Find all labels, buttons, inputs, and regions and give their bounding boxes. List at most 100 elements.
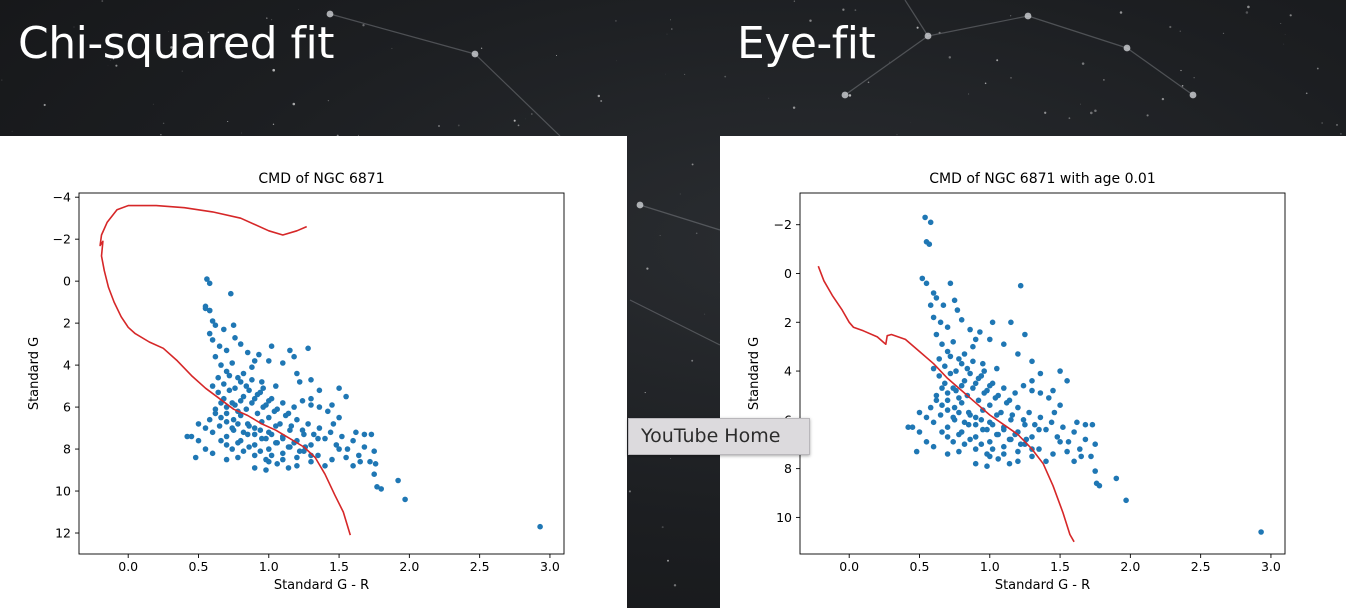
x-tick-label: 1.0 xyxy=(980,559,1000,574)
data-point xyxy=(1006,397,1013,404)
star xyxy=(1180,69,1182,72)
bright-star xyxy=(841,91,849,99)
data-point xyxy=(981,368,987,374)
data-point xyxy=(209,337,216,343)
data-point xyxy=(228,290,234,297)
data-point xyxy=(1046,395,1052,401)
star xyxy=(1169,25,1172,29)
data-point xyxy=(1020,382,1027,389)
data-point xyxy=(1029,453,1035,460)
data-point xyxy=(257,427,264,434)
data-point xyxy=(944,324,951,330)
data-point xyxy=(998,409,1004,416)
data-point xyxy=(1064,448,1070,455)
constellation-line xyxy=(474,53,561,137)
star xyxy=(1161,97,1165,101)
data-point xyxy=(947,280,954,287)
data-point xyxy=(989,421,996,428)
data-point xyxy=(240,448,247,455)
data-point xyxy=(958,360,965,367)
star xyxy=(1094,109,1097,112)
plot-frame xyxy=(799,192,1286,555)
bright-star xyxy=(1189,91,1197,99)
data-point xyxy=(970,358,976,365)
star xyxy=(271,19,273,21)
data-point xyxy=(950,414,956,421)
star xyxy=(679,193,681,195)
data-point xyxy=(905,424,911,431)
data-point xyxy=(995,431,1001,438)
data-point xyxy=(987,402,993,409)
data-point xyxy=(246,423,252,429)
data-point xyxy=(395,477,401,484)
data-point xyxy=(223,433,230,440)
data-point xyxy=(944,434,951,440)
star xyxy=(768,97,770,99)
data-point xyxy=(1022,331,1028,338)
star xyxy=(327,99,330,102)
star xyxy=(616,60,617,62)
data-point xyxy=(937,412,944,418)
data-point xyxy=(1001,385,1007,391)
data-point xyxy=(939,341,945,347)
data-point xyxy=(967,436,973,443)
data-point xyxy=(330,421,337,427)
data-point xyxy=(212,322,219,328)
data-point xyxy=(367,458,373,465)
data-point xyxy=(336,414,342,421)
data-point xyxy=(1006,436,1013,443)
x-tick-label: 2.5 xyxy=(470,559,490,574)
data-point xyxy=(232,385,238,391)
data-point xyxy=(316,425,323,431)
data-point xyxy=(989,319,996,326)
data-point xyxy=(930,419,937,426)
data-point xyxy=(1123,497,1129,504)
star xyxy=(842,8,845,11)
data-point xyxy=(209,383,216,389)
data-point xyxy=(206,280,213,287)
constellation-line xyxy=(844,35,929,96)
data-point xyxy=(930,365,937,372)
data-point xyxy=(251,452,258,459)
data-point xyxy=(299,398,306,404)
data-point xyxy=(294,416,300,423)
data-point xyxy=(995,392,1001,399)
y-tick-label: 4 xyxy=(784,364,792,379)
x-tick-label: 0.5 xyxy=(910,559,930,574)
data-point xyxy=(939,385,945,391)
star xyxy=(1321,122,1323,124)
data-point xyxy=(916,429,923,435)
data-point xyxy=(374,484,380,490)
bright-star xyxy=(326,10,334,18)
data-point xyxy=(371,448,378,455)
data-point xyxy=(1060,424,1066,431)
star xyxy=(241,132,242,134)
data-point xyxy=(204,276,210,282)
star xyxy=(670,19,671,21)
star xyxy=(1119,11,1123,14)
y-tick-label: 0 xyxy=(63,274,71,289)
x-tick-label: 0.0 xyxy=(839,559,859,574)
data-point xyxy=(1009,412,1016,418)
data-point xyxy=(1022,421,1028,428)
star xyxy=(666,33,668,35)
star xyxy=(792,106,796,109)
data-point xyxy=(1078,453,1084,460)
data-point xyxy=(1057,368,1063,374)
data-point xyxy=(933,397,940,404)
data-point xyxy=(1037,390,1044,396)
data-point xyxy=(305,345,311,352)
data-point xyxy=(350,463,356,469)
data-point xyxy=(1017,441,1024,448)
star xyxy=(362,24,365,27)
data-point xyxy=(308,395,314,402)
data-point xyxy=(944,390,951,396)
data-point xyxy=(1036,426,1042,433)
star xyxy=(1010,77,1012,79)
x-tick-label: 0.0 xyxy=(118,559,138,574)
data-point xyxy=(251,395,258,402)
star xyxy=(1336,123,1338,126)
star xyxy=(168,31,170,32)
data-point xyxy=(1037,414,1044,421)
star xyxy=(298,9,299,10)
